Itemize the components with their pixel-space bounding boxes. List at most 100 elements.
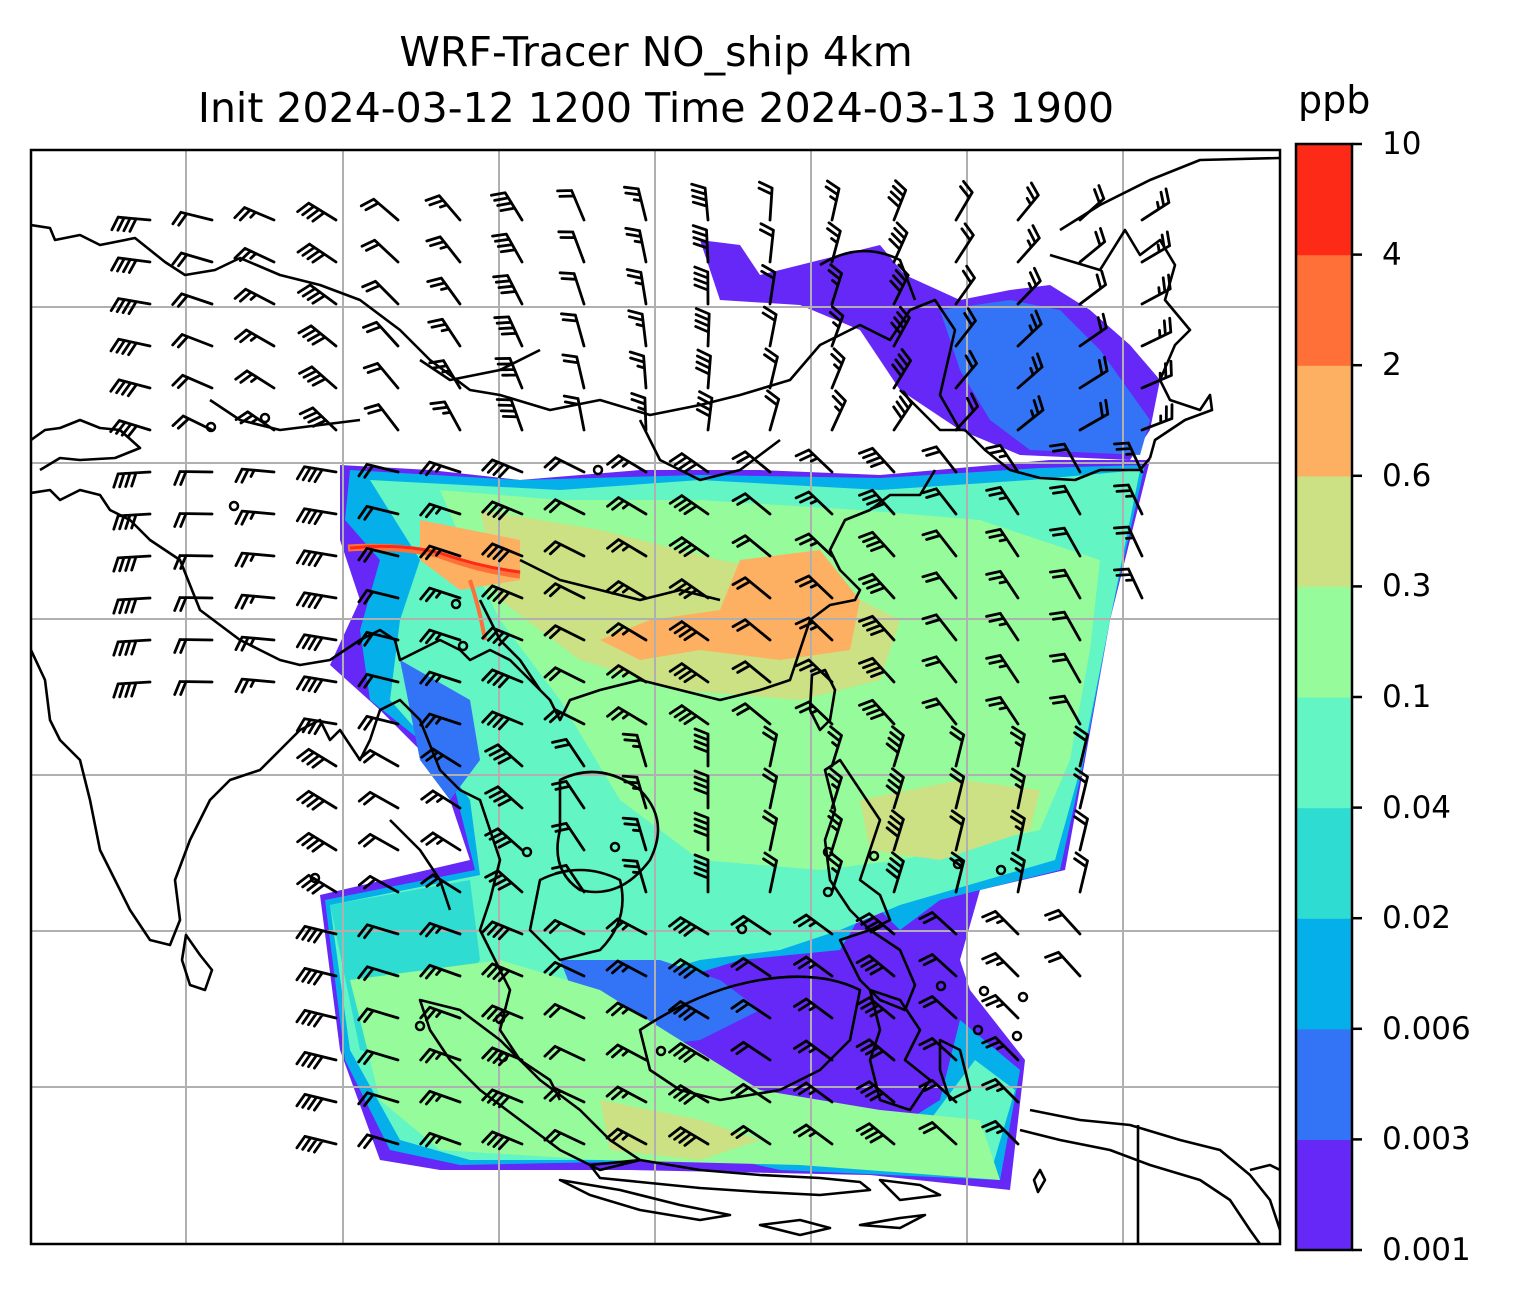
wind-barb: [481, 458, 524, 479]
wind-barb: [794, 658, 834, 684]
wind-barb: [731, 576, 772, 600]
wind-barb: [543, 1003, 586, 1020]
wind-barb: [109, 419, 152, 439]
wind-barb: [425, 235, 462, 264]
colorbar-segment: [1296, 1028, 1352, 1140]
wind-barb: [357, 715, 400, 731]
colorbar-tick-label: 0.3: [1382, 568, 1432, 605]
coastline: [758, 1218, 832, 1237]
wind-barb: [954, 180, 974, 222]
wind-barb: [295, 1135, 338, 1154]
wind-barb: [1049, 610, 1082, 642]
coastline: [638, 975, 862, 1102]
calm-wind-marker: [609, 841, 621, 853]
wind-barb: [981, 1078, 1020, 1104]
wind-barb: [1140, 359, 1173, 390]
map-frame: [29, 148, 1282, 1246]
wind-barb: [296, 242, 338, 264]
wind-barb: [1049, 694, 1082, 726]
wind-barb: [981, 994, 1020, 1020]
wind-barb: [954, 307, 977, 348]
wind-barb: [363, 403, 400, 432]
wind-barb: [985, 612, 1020, 642]
wind-barb: [419, 1005, 462, 1022]
wind-barb: [295, 591, 338, 610]
wind-barb: [605, 959, 648, 978]
wind-barb: [668, 916, 710, 937]
calm-wind-marker: [868, 850, 880, 862]
wind-barb: [1010, 809, 1026, 852]
wind-barb: [109, 297, 152, 315]
calm-wind-marker: [1011, 1030, 1023, 1042]
wind-barb: [764, 389, 781, 432]
wind-barb: [891, 348, 912, 390]
wind-barb: [234, 509, 276, 526]
coastline: [858, 1213, 927, 1230]
wind-barb: [543, 1129, 586, 1146]
wind-barb: [557, 230, 586, 264]
coastline: [819, 249, 917, 301]
wind-barb: [921, 445, 958, 474]
wind-barb: [1044, 908, 1082, 936]
wind-barb: [112, 680, 152, 699]
wind-barb: [606, 454, 648, 474]
wind-barb: [426, 276, 462, 306]
wind-barb: [855, 912, 896, 936]
wind-barb: [428, 359, 462, 390]
wind-barb: [234, 593, 276, 610]
map-title-line-2: Init 2024-03-12 1200 Time 2024-03-13 190…: [197, 84, 1115, 132]
wind-barb: [1140, 273, 1172, 306]
colorbar-segment: [1296, 144, 1352, 256]
wind-barb: [1016, 224, 1041, 264]
wind-barb: [621, 774, 648, 810]
wind-barb: [420, 873, 462, 894]
wind-barb: [693, 811, 710, 852]
wind-barb: [1049, 568, 1082, 600]
wind-barb: [1010, 851, 1026, 894]
wind-barb: [481, 584, 524, 605]
wind-barb: [420, 747, 462, 768]
wind-barb: [558, 271, 586, 306]
calm-wind-marker: [972, 1024, 984, 1036]
wind-barb: [357, 748, 400, 768]
wind-barb: [668, 958, 710, 979]
wind-barb: [112, 596, 152, 615]
wind-barb: [171, 210, 214, 227]
wind-barb: [949, 809, 966, 852]
colorbar-segment: [1296, 1139, 1352, 1251]
wind-barb: [949, 725, 966, 768]
wind-barb: [429, 400, 462, 432]
wind-barb: [427, 317, 462, 348]
wind-barb: [985, 696, 1020, 726]
wind-barb: [112, 554, 152, 573]
wind-barb: [171, 333, 214, 349]
wind-barb: [1140, 403, 1174, 432]
wind-barb: [858, 698, 896, 726]
wind-barb: [481, 962, 524, 983]
wind-barb: [543, 624, 586, 642]
wind-barb: [173, 512, 214, 528]
wind-barb: [560, 312, 586, 348]
wind-barb: [1049, 484, 1082, 516]
map-gridlines: [31, 150, 1280, 1244]
wind-barb: [605, 1085, 648, 1104]
wind-barb: [543, 540, 586, 558]
wind-barb: [1078, 184, 1106, 222]
wind-barb: [731, 534, 772, 558]
coastlines: [31, 156, 1280, 1244]
wind-barb: [1078, 312, 1108, 348]
wind-barb: [921, 613, 958, 642]
wind-barb: [892, 390, 914, 432]
wind-barb: [484, 869, 524, 894]
coastline: [878, 1178, 942, 1202]
wind-barb: [295, 1093, 338, 1112]
wind-barb: [985, 570, 1020, 600]
wind-barb: [1078, 269, 1107, 306]
wind-barb: [233, 206, 276, 222]
country-border: [519, 558, 721, 602]
wind-barb: [234, 551, 276, 568]
wind-barb: [668, 1126, 710, 1147]
concentration-field: [320, 240, 1160, 1190]
wind-barb: [954, 264, 976, 306]
wind-barb: [606, 496, 648, 516]
